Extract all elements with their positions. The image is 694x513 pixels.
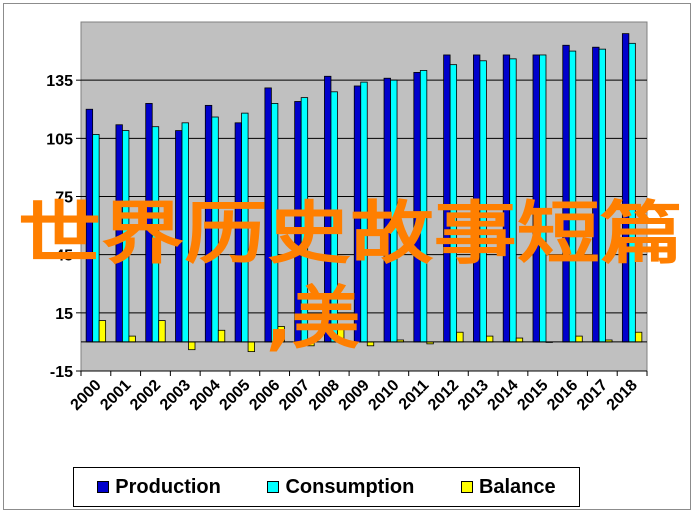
y-tick-label: -15 [50, 364, 73, 381]
legend-swatch-production [97, 481, 110, 493]
x-tick-label: 2006 [246, 377, 283, 414]
x-tick-label: 2007 [276, 377, 313, 414]
x-tick-label: 2018 [604, 377, 641, 414]
y-tick-label: 45 [55, 248, 73, 265]
legend-item-consumption: Consumption [267, 476, 414, 499]
overlay-title-line2: ,美 [266, 280, 360, 359]
x-tick-label: 2015 [514, 377, 551, 414]
legend-swatch-balance [460, 481, 473, 493]
legend-label-consumption: Consumption [285, 475, 415, 498]
bar-balance-2000 [98, 320, 107, 343]
x-tick-label: 2005 [216, 377, 253, 414]
bar-production-2016 [562, 44, 570, 343]
x-axis-ticks: 2000200120022003200420052006200720082009… [68, 371, 648, 414]
chart-svg: -15 15 45 75 105 135 200020012002200320042005… [18, 21, 683, 414]
bar-balance-2016 [575, 335, 583, 343]
legend-item-production: Production [97, 476, 221, 499]
x-tick-label: 2009 [336, 377, 373, 414]
bar-balance-2003 [188, 341, 196, 351]
x-tick-label: 2011 [396, 377, 433, 414]
bar-balance-2005 [247, 341, 255, 353]
x-tick-label: 2012 [425, 377, 462, 414]
x-tick-label: 2003 [157, 377, 194, 414]
bar-balance-2014 [515, 337, 524, 343]
bar-consumption-2018 [628, 42, 636, 343]
legend-label-production: Production [115, 475, 221, 498]
x-tick-label: 2013 [455, 377, 492, 414]
bar-balance-2009 [366, 341, 375, 347]
x-tick-label: 2001 [97, 377, 134, 414]
bar-balance-2012 [456, 331, 464, 343]
bar-balance-2018 [634, 331, 643, 343]
legend: Production Consumption Balance [73, 467, 580, 507]
legend-item-balance: Balance [460, 475, 556, 499]
y-tick-label: 15 [55, 306, 73, 323]
x-tick-label: 2004 [187, 377, 224, 414]
bar-production-2018 [621, 33, 630, 343]
x-tick-label: 2008 [306, 377, 343, 414]
bar-balance-2013 [486, 335, 494, 343]
y-tick-label: 135 [46, 73, 73, 90]
x-tick-label: 2010 [365, 377, 402, 414]
x-tick-label: 2000 [68, 377, 105, 414]
bar-balance-2004 [217, 329, 226, 343]
x-tick-label: 2017 [574, 377, 611, 414]
overlay-title-line1: 世界历史故事短篇 [18, 195, 683, 274]
y-tick-label: 105 [46, 131, 73, 148]
y-tick-label: 75 [55, 190, 73, 207]
chart-frame: -15 15 45 75 105 135 2000 2001 2002 2003 2004 2005… [3, 3, 691, 510]
x-tick-label: 2014 [485, 377, 522, 414]
bar-balance-2001 [128, 335, 136, 343]
x-tick-label: 2016 [544, 377, 581, 414]
legend-swatch-consumption [267, 481, 280, 493]
x-tick-label: 2002 [127, 377, 164, 414]
y-axis-ticks: -15 15 45 75 105 135 [46, 73, 81, 381]
bar-balance-2002 [158, 320, 166, 343]
legend-label-balance: Balance [478, 475, 556, 498]
